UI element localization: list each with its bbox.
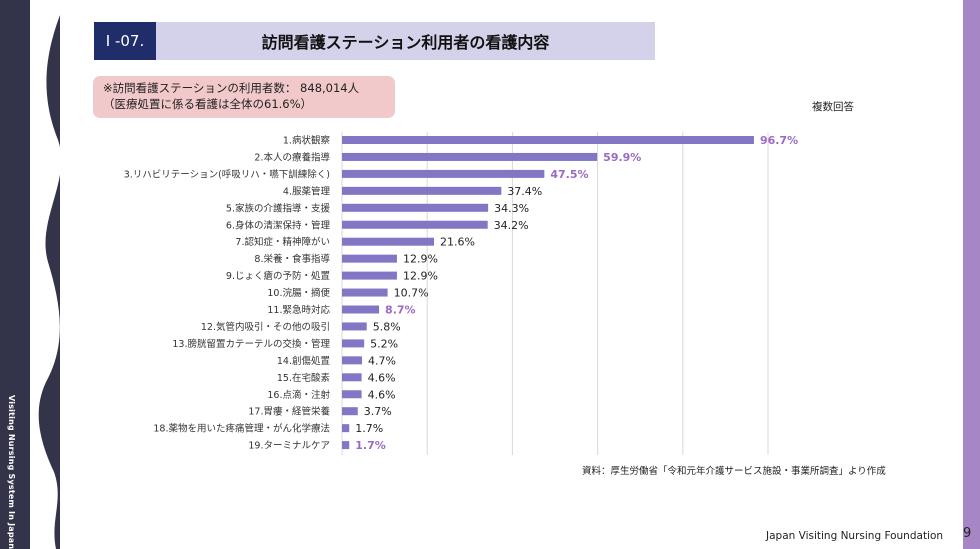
bar bbox=[342, 152, 598, 161]
category-label: 16.点滴・注射 bbox=[267, 389, 330, 401]
bar bbox=[342, 169, 545, 178]
bar bbox=[342, 220, 488, 229]
page-header: Ⅰ -07. 訪問看護ステーション利用者の看護内容 bbox=[94, 22, 655, 60]
bar bbox=[342, 305, 380, 314]
bar bbox=[342, 186, 502, 195]
category-label: 5.家族の介護指導・支援 bbox=[226, 202, 331, 214]
note-line-2: （医療処置に係る看護は全体の61.6%） bbox=[103, 97, 313, 111]
section-number: Ⅰ -07. bbox=[94, 22, 156, 60]
category-label: 4.服薬管理 bbox=[283, 185, 331, 197]
right-accent-bar bbox=[963, 0, 980, 549]
data-label: 47.5% bbox=[550, 168, 588, 181]
data-label: 1.7% bbox=[355, 422, 383, 435]
organization-name: Japan Visiting Nursing Foundation bbox=[766, 530, 944, 542]
category-label: 9.じょく瘡の予防・処置 bbox=[226, 270, 330, 282]
category-label: 1.病状観察 bbox=[283, 135, 331, 147]
data-label: 34.2% bbox=[494, 219, 529, 232]
note-line-1: ※訪問看護ステーションの利用者数： 848,014人 bbox=[103, 81, 360, 95]
page-number: 9 bbox=[963, 526, 972, 541]
data-label: 4.7% bbox=[368, 354, 396, 367]
bar bbox=[342, 254, 397, 263]
category-label: 12.気管内吸引・その他の吸引 bbox=[201, 321, 330, 333]
category-label: 18.薬物を用いた疼痛管理・がん化学療法 bbox=[153, 423, 330, 435]
data-label: 4.6% bbox=[368, 371, 396, 384]
category-label: 11.緊急時対応 bbox=[267, 304, 330, 316]
bar bbox=[342, 237, 435, 246]
page-title: 訪問看護ステーション利用者の看護内容 bbox=[261, 33, 550, 52]
data-label: 37.4% bbox=[507, 185, 542, 198]
bar bbox=[342, 424, 350, 433]
sidebar-wave-decoration bbox=[30, 0, 62, 549]
bar bbox=[342, 203, 489, 212]
bar bbox=[342, 407, 358, 416]
data-label: 8.7% bbox=[385, 304, 416, 317]
data-label: 5.8% bbox=[373, 320, 401, 333]
bar bbox=[342, 322, 367, 331]
sidebar-vertical-text: Visiting Nursing System In Japan bbox=[7, 395, 16, 549]
bar bbox=[342, 136, 754, 144]
data-label: 4.6% bbox=[368, 388, 396, 401]
note-box: ※訪問看護ステーションの利用者数： 848,014人 （医療処置に係る看護は全体… bbox=[93, 76, 395, 118]
data-label: 96.7% bbox=[760, 134, 798, 147]
category-label: 14.創傷処置 bbox=[277, 355, 330, 367]
bar bbox=[342, 390, 362, 399]
category-label: 13.膀胱留置カテーテルの交換・管理 bbox=[172, 338, 330, 350]
category-label: 19.ターミナルケア bbox=[248, 441, 330, 452]
left-sidebar: Visiting Nursing System In Japan bbox=[0, 0, 62, 549]
data-label: 1.7% bbox=[355, 439, 386, 452]
category-label: 6.身体の清潔保持・管理 bbox=[226, 219, 331, 231]
data-label: 10.7% bbox=[394, 287, 429, 300]
source-note: 資料：厚生労働省「令和元年介護サービス施設・事業所調査」より作成 bbox=[582, 466, 886, 477]
category-label: 15.在宅酸素 bbox=[277, 372, 331, 384]
bar bbox=[342, 288, 388, 297]
category-label: 3.リハビリテーション(呼吸リハ・嚥下訓練除く) bbox=[124, 168, 330, 180]
bar bbox=[342, 441, 350, 450]
category-label: 7.認知症・精神障がい bbox=[235, 236, 330, 248]
bar bbox=[342, 271, 397, 280]
bar bbox=[342, 373, 362, 382]
data-label: 3.7% bbox=[364, 405, 392, 418]
data-label: 59.9% bbox=[603, 151, 641, 164]
data-label: 34.3% bbox=[494, 202, 529, 215]
bar bbox=[342, 356, 363, 365]
category-label: 17.胃瘻・経管栄養 bbox=[248, 406, 330, 418]
bar bbox=[342, 339, 365, 348]
data-label: 21.6% bbox=[440, 236, 475, 249]
data-label: 12.9% bbox=[403, 253, 438, 266]
category-label: 2.本人の療養指導 bbox=[254, 151, 330, 163]
data-label: 5.2% bbox=[370, 337, 398, 350]
data-label: 12.9% bbox=[403, 270, 438, 283]
category-label: 8.栄養・食事指導 bbox=[254, 253, 330, 265]
multiple-answer-label: 複数回答 bbox=[812, 101, 854, 113]
category-label: 10.浣腸・摘便 bbox=[267, 287, 330, 299]
